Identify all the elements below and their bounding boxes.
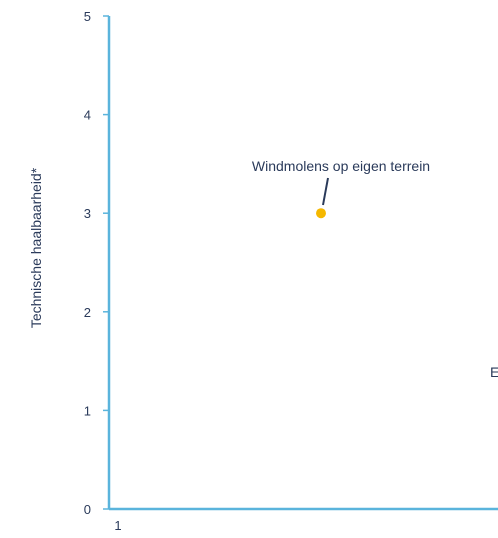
y-tick-label: 4 xyxy=(84,108,91,123)
data-point xyxy=(316,208,326,219)
y-tick-label: 2 xyxy=(84,305,91,320)
y-tick-label: 0 xyxy=(84,502,91,517)
y-axis-title: Technische haalbaarheid* xyxy=(28,167,44,328)
clipped-label: E xyxy=(490,364,498,380)
y-tick-label: 1 xyxy=(84,403,91,418)
point-leader-line xyxy=(322,177,329,206)
y-tick-label: 3 xyxy=(84,206,91,221)
point-label: Windmolens op eigen terrein xyxy=(252,158,430,174)
y-axis-ticks: 0 1 2 3 4 5 xyxy=(84,9,109,517)
x-tick-label: 1 xyxy=(114,518,121,533)
y-tick-label: 5 xyxy=(84,9,91,24)
